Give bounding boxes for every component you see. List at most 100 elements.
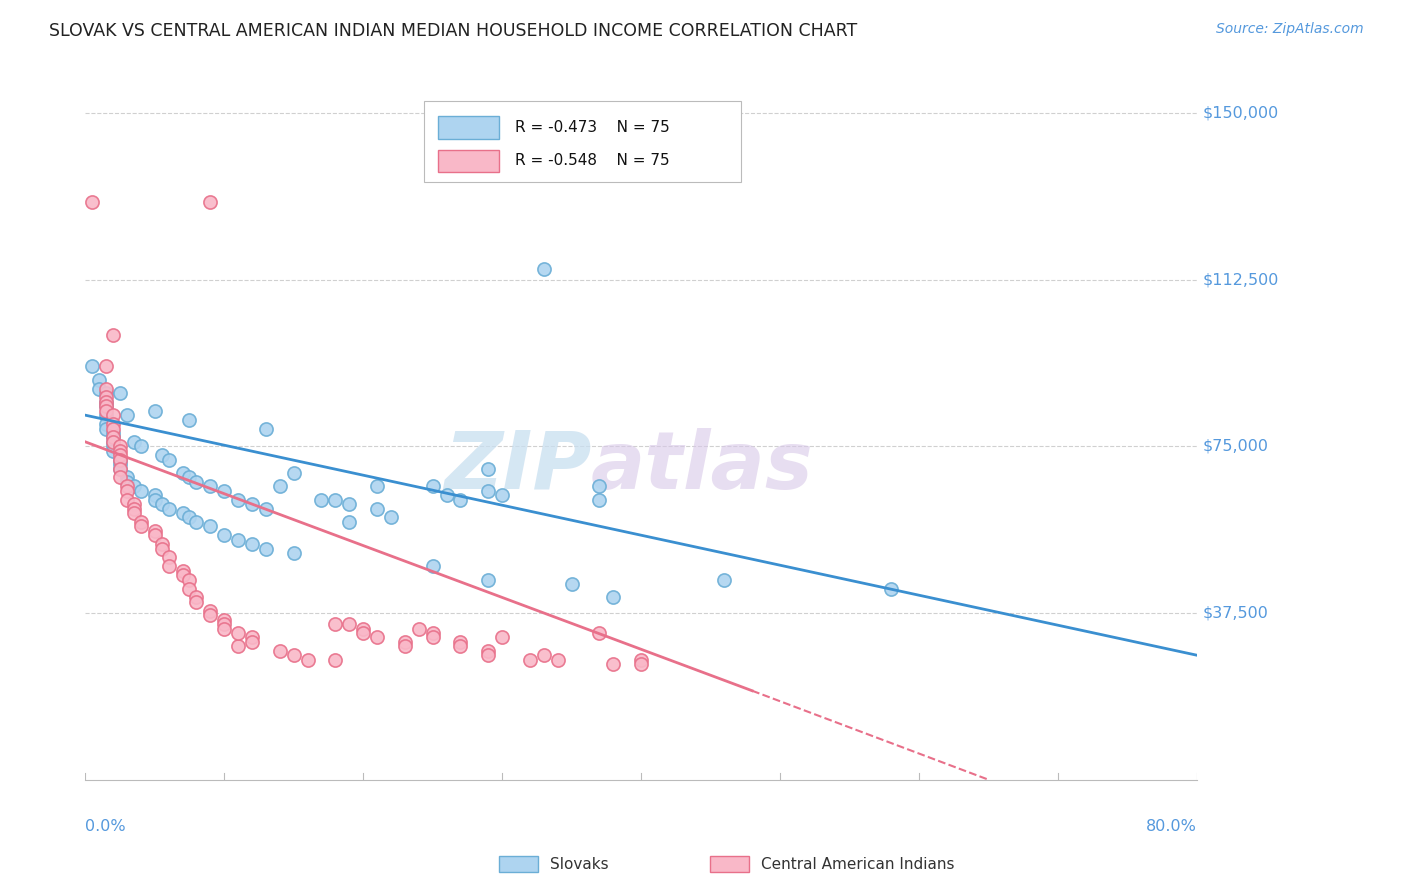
Point (101, 430, 124, 444)
Point (129, 483, 152, 498)
Point (89, 373, 111, 387)
Text: ZIP: ZIP (444, 428, 591, 506)
Point (101, 328, 124, 343)
Point (422, 631, 444, 645)
Point (240, 635, 263, 649)
Point (337, 617, 360, 632)
FancyBboxPatch shape (425, 101, 741, 182)
Point (143, 488, 166, 502)
Point (94, 395, 117, 409)
Point (143, 492, 166, 507)
Point (186, 475, 208, 489)
Text: $112,500: $112,500 (1202, 272, 1278, 287)
Point (337, 515, 360, 529)
Point (122, 497, 145, 511)
Point (122, 479, 145, 493)
Text: 0.0%: 0.0% (86, 819, 127, 834)
Point (602, 657, 624, 671)
Point (101, 439, 124, 453)
Point (82, 359, 104, 374)
Point (108, 439, 131, 453)
Point (240, 497, 263, 511)
Point (115, 479, 138, 493)
Point (560, 577, 582, 591)
Point (108, 461, 131, 475)
Point (630, 652, 652, 666)
Text: Source: ZipAtlas.com: Source: ZipAtlas.com (1216, 22, 1364, 37)
Point (212, 622, 235, 636)
Point (394, 635, 416, 649)
Point (179, 470, 201, 484)
Point (115, 470, 138, 484)
Point (240, 537, 263, 551)
Point (200, 608, 222, 623)
Text: $37,500: $37,500 (1202, 606, 1268, 621)
Point (297, 652, 319, 666)
Point (94, 395, 117, 409)
Point (449, 492, 471, 507)
Point (283, 546, 305, 560)
Point (94, 359, 117, 374)
Point (491, 631, 513, 645)
Point (108, 443, 131, 458)
Point (122, 434, 145, 449)
Point (380, 510, 402, 524)
Point (94, 417, 117, 431)
Point (82, 194, 104, 209)
Point (533, 648, 555, 663)
Point (101, 430, 124, 444)
Point (172, 564, 194, 578)
Text: $150,000: $150,000 (1202, 105, 1278, 120)
Point (150, 448, 173, 462)
Point (408, 622, 430, 636)
Text: Slovaks: Slovaks (550, 857, 609, 871)
Point (269, 644, 291, 658)
Point (254, 501, 277, 516)
Point (186, 595, 208, 609)
Point (157, 452, 180, 467)
Point (101, 417, 124, 431)
Point (143, 403, 166, 417)
Point (226, 640, 249, 654)
Point (283, 648, 305, 663)
Point (449, 640, 471, 654)
Point (588, 479, 610, 493)
Text: R = -0.548    N = 75: R = -0.548 N = 75 (516, 153, 671, 169)
Point (477, 648, 499, 663)
Text: 80.0%: 80.0% (1146, 819, 1197, 834)
Point (200, 519, 222, 533)
Point (226, 533, 249, 547)
Point (115, 475, 138, 489)
Point (394, 640, 416, 654)
Point (179, 510, 201, 524)
Point (108, 461, 131, 475)
Text: SLOVAK VS CENTRAL AMERICAN INDIAN MEDIAN HOUSEHOLD INCOME CORRELATION CHART: SLOVAK VS CENTRAL AMERICAN INDIAN MEDIAN… (49, 22, 858, 40)
FancyBboxPatch shape (437, 150, 499, 172)
Point (150, 541, 173, 556)
Point (283, 466, 305, 480)
Point (94, 421, 117, 435)
Point (172, 568, 194, 582)
Point (143, 528, 166, 542)
Point (449, 635, 471, 649)
Point (212, 528, 235, 542)
Point (129, 439, 152, 453)
Point (422, 626, 444, 640)
Point (101, 434, 124, 449)
Point (186, 515, 208, 529)
Point (325, 492, 347, 507)
Point (200, 604, 222, 618)
Point (212, 483, 235, 498)
Point (172, 506, 194, 520)
Point (352, 626, 374, 640)
Point (436, 488, 458, 502)
Point (122, 501, 145, 516)
Point (122, 506, 145, 520)
Point (477, 461, 499, 475)
Point (226, 492, 249, 507)
Point (533, 261, 555, 276)
Point (150, 497, 173, 511)
Point (200, 194, 222, 209)
Point (129, 519, 152, 533)
Point (101, 443, 124, 458)
